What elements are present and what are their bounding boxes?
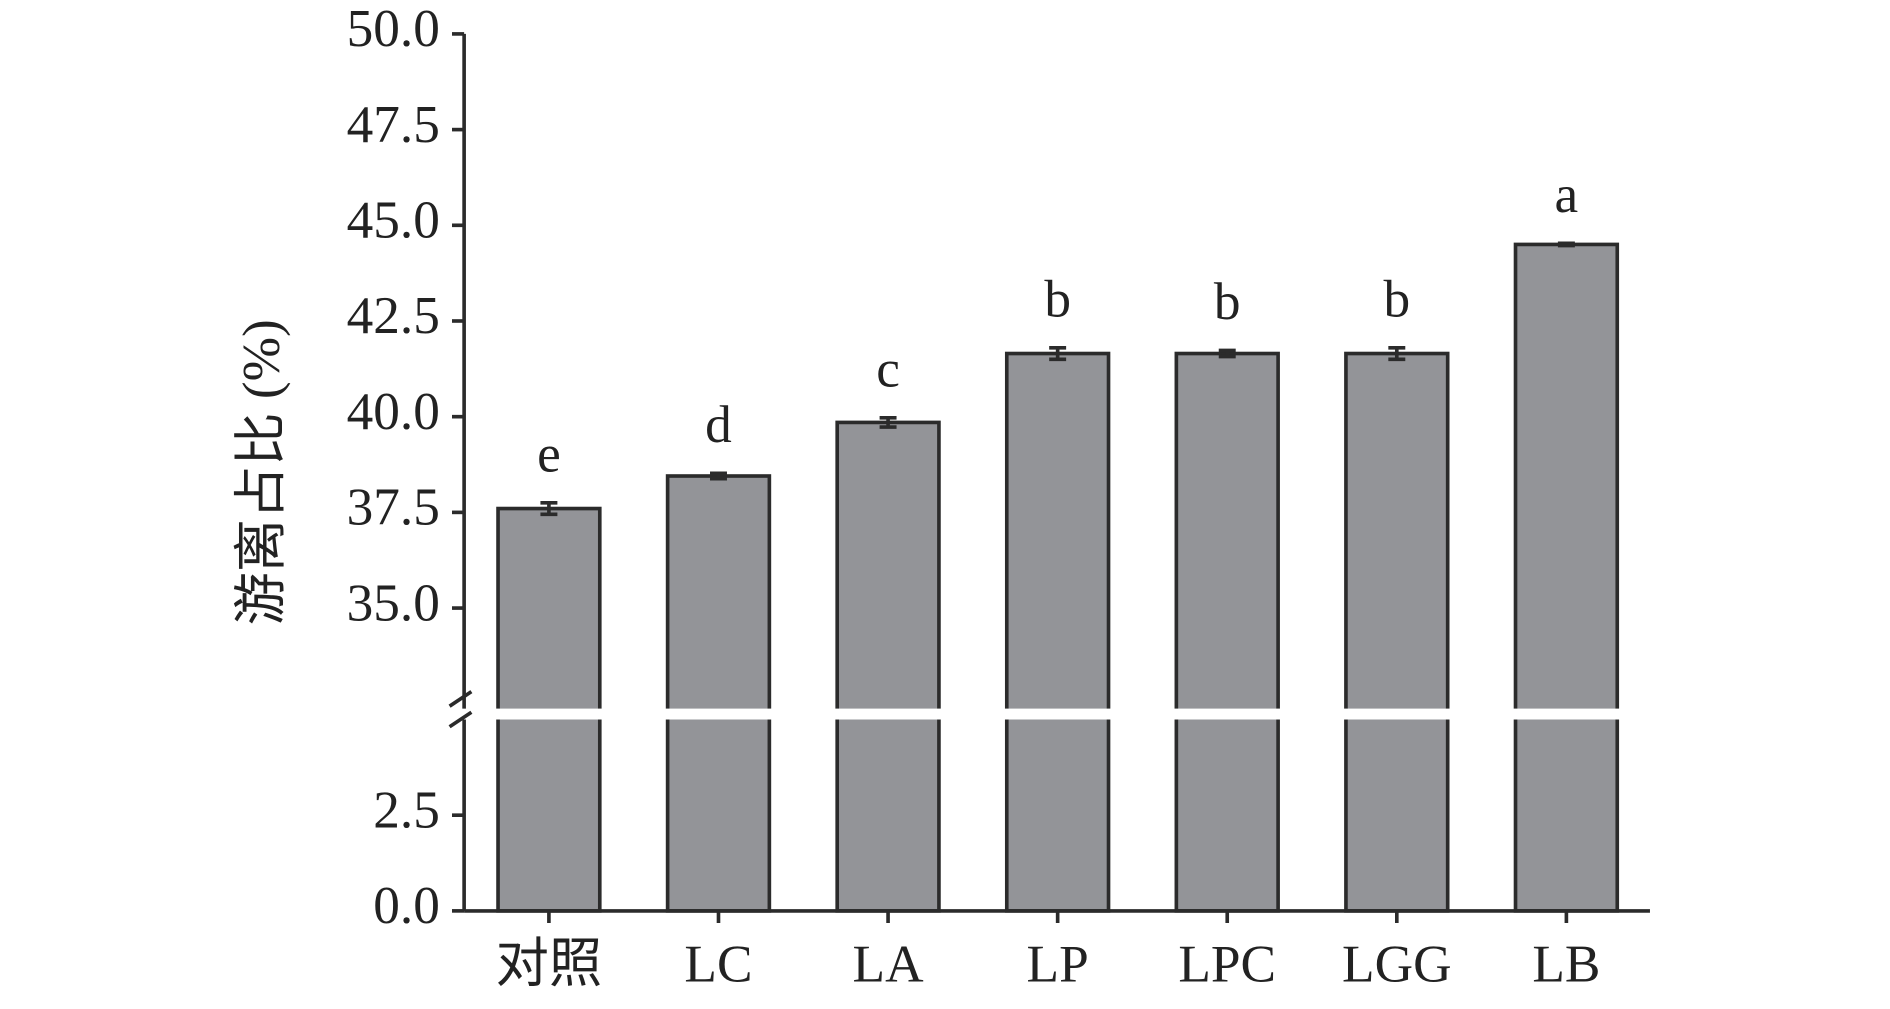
value-label: d: [705, 395, 732, 454]
error-bar: [1049, 345, 1067, 362]
error-bar: [1557, 241, 1575, 248]
bar: [1344, 351, 1450, 913]
bar: [835, 420, 941, 913]
error-bar: [879, 416, 897, 429]
value-label: b: [1383, 269, 1410, 328]
x-tick-label: LB: [1532, 934, 1600, 993]
x-tick-label: LPC: [1178, 934, 1276, 993]
axis-break-mark: [448, 690, 473, 729]
y-tick-label: 37.5: [347, 478, 440, 537]
y-tick-label: 42.5: [347, 286, 440, 345]
x-tick-label: 对照: [496, 934, 603, 993]
y-axis-label: 游离占比 (%): [232, 319, 291, 625]
x-tick-label: LP: [1027, 934, 1089, 993]
y-tick-label: 47.5: [347, 95, 440, 154]
value-label: b: [1044, 269, 1071, 328]
axis-break: [476, 708, 1663, 720]
value-label: a: [1555, 165, 1579, 224]
error-bar: [540, 500, 558, 517]
y-tick-label: 0.0: [373, 876, 440, 935]
y-tick-label: 2.5: [373, 780, 440, 839]
error-bar: [1388, 345, 1406, 362]
value-label: e: [537, 424, 561, 483]
y-tick-label: 35.0: [347, 573, 440, 632]
bar: [1174, 351, 1280, 913]
y-tick-label: 45.0: [347, 191, 440, 250]
x-tick-label: LC: [684, 934, 752, 993]
value-label: b: [1214, 272, 1241, 331]
error-bar: [710, 471, 727, 481]
error-bar: [1218, 348, 1236, 359]
x-tick-label: LA: [853, 934, 925, 993]
bar: [1004, 351, 1111, 913]
value-label: c: [876, 339, 900, 398]
x-tick-label: LGG: [1342, 934, 1452, 993]
y-tick-label: 50.0: [347, 0, 440, 58]
y-tick-label: 40.0: [347, 382, 440, 441]
bar: [1513, 242, 1620, 913]
bar: [665, 474, 772, 913]
